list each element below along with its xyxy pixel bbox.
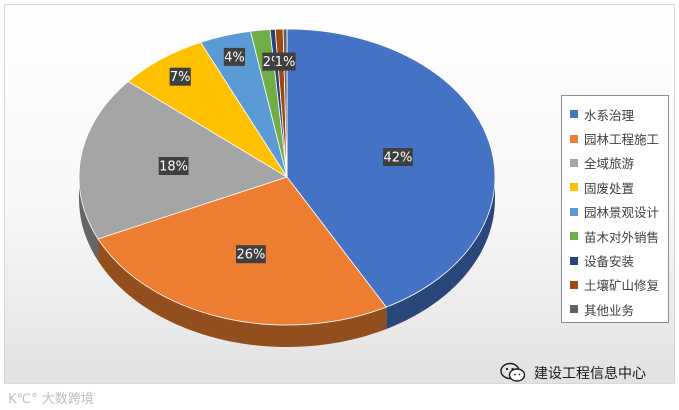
legend-label: 设备安装: [584, 254, 635, 270]
watermark-left: K℃° 大数跨境: [8, 388, 94, 407]
legend-swatch: [570, 134, 578, 143]
data-label: 26%: [236, 245, 266, 264]
data-label-box: [383, 148, 413, 166]
pie-chart: 42%26%18%7%4% 2%1%: [78, 28, 496, 347]
legend-label: 土壤矿山修复: [584, 278, 660, 294]
legend-label: 苗木对外销售: [584, 229, 660, 245]
pie-slice: [286, 28, 496, 308]
data-label-text: 26%: [236, 248, 265, 263]
legend-swatch: [570, 158, 578, 167]
legend-swatch: [570, 280, 578, 289]
legend-label: 其他业务: [584, 302, 635, 318]
data-label-box: [169, 67, 191, 86]
legend-item: 土壤矿山修复: [570, 273, 664, 297]
data-label: 7%: [169, 67, 191, 86]
legend-label: 全域旅游: [584, 156, 635, 172]
data-label-text: 1%: [275, 55, 296, 70]
legend-item: 全域旅游: [570, 151, 664, 175]
legend-item: 水系治理: [570, 102, 664, 126]
legend-swatch: [570, 110, 578, 119]
watermark-right-text: 建设工程信息中心: [534, 366, 646, 382]
chart-frame: 42% 26% 18% 7% 4% 2% 1% 水系治理 园林工程施工 全域旅游 固废处置 园林景观…: [4, 4, 675, 384]
legend-swatch: [570, 256, 578, 265]
data-label-text: 18%: [159, 160, 188, 175]
legend-item: 园林工程施工: [570, 126, 664, 150]
legend-label: 园林景观设计: [584, 205, 660, 221]
legend-swatch: [570, 232, 578, 241]
pie-slice-side: [386, 177, 495, 330]
pie-slice-side: [98, 238, 387, 347]
data-label-box: [274, 52, 296, 71]
watermark-left-text: 大数跨境: [41, 392, 94, 407]
legend-swatch: [570, 183, 578, 192]
legend-item: 苗木对外销售: [570, 224, 664, 248]
legend-swatch: [570, 207, 578, 216]
data-label: 4%: [223, 47, 245, 66]
data-label: 42%: [383, 148, 413, 166]
watermark-left-mark: K℃°: [8, 392, 38, 407]
legend-label: 水系治理: [584, 107, 635, 123]
legend-item: 其他业务: [570, 297, 664, 321]
legend-item: 园林景观设计: [570, 200, 664, 224]
pie-slice-side: [79, 177, 99, 261]
data-label: 1%: [274, 52, 296, 71]
data-label-text: 7%: [170, 70, 191, 85]
legend-swatch: [570, 305, 578, 314]
wechat-icon: [500, 362, 526, 382]
legend-label: 园林工程施工: [584, 132, 660, 148]
data-label-box: [223, 47, 245, 66]
data-label-text: 42%: [383, 151, 412, 166]
legend-item: 固废处置: [570, 175, 664, 199]
data-label: 18%: [158, 157, 189, 175]
legend-item: 设备安装: [570, 248, 664, 272]
legend: 水系治理园林工程施工 全域旅游固废处置园林景观设计 苗木对外销售 设备安装土壤矿山修复…: [561, 95, 669, 323]
legend-label: 固废处置: [584, 180, 635, 196]
watermark-right: 建设工程信息中心: [500, 362, 646, 384]
data-label-box: [158, 157, 189, 175]
data-label-box: [236, 245, 266, 264]
data-label-text: 4%: [224, 50, 245, 65]
